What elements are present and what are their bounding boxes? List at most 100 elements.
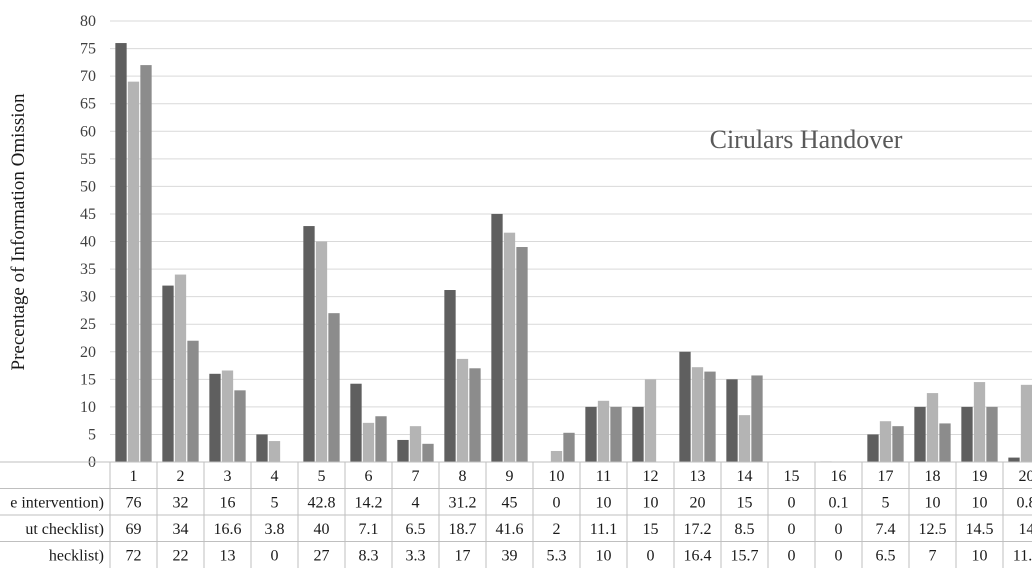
bar-2-20	[1021, 385, 1032, 462]
y-axis-label: Precentage of Information Omission	[8, 93, 29, 371]
x-tick-label: 2	[177, 468, 185, 485]
y-tick-label: 35	[80, 261, 96, 278]
data-label: 15	[643, 521, 659, 538]
data-label: 10	[972, 548, 988, 565]
data-label: 40	[314, 521, 330, 538]
data-label: 72	[126, 548, 142, 565]
x-tick-label: 9	[506, 468, 514, 485]
x-tick-label: 8	[459, 468, 467, 485]
data-label: 7.4	[876, 521, 896, 538]
bar-2-4	[269, 441, 280, 462]
data-label: 17.2	[684, 521, 712, 538]
data-label: 0.1	[829, 495, 849, 512]
bar-3-5	[328, 313, 339, 462]
bar-1-7	[397, 440, 408, 462]
gridlines	[110, 21, 1032, 462]
data-label: 31.2	[449, 495, 477, 512]
y-tick-label: 25	[80, 316, 96, 333]
bar-1-1	[115, 43, 126, 462]
bar-1-5	[303, 226, 314, 462]
series-name-3: hecklist)	[49, 548, 104, 565]
data-label: 15.7	[731, 548, 759, 565]
x-tick-label: 7	[412, 468, 420, 485]
y-tick-label: 15	[80, 371, 96, 388]
data-label: 14.2	[355, 495, 383, 512]
bar-2-9	[504, 233, 515, 462]
bar-3-10	[563, 433, 574, 462]
bar-3-14	[751, 375, 762, 462]
y-tick-label: 5	[88, 426, 96, 443]
bar-2-19	[974, 382, 985, 462]
data-label: 5	[271, 495, 279, 512]
bar-3-13	[704, 372, 715, 462]
y-tick-label: 45	[80, 206, 96, 223]
x-tick-label: 20	[1019, 468, 1032, 485]
data-label: 41.6	[496, 521, 524, 538]
bar-1-19	[961, 407, 972, 462]
x-tick-label: 4	[271, 468, 279, 485]
data-label: 0	[835, 521, 843, 538]
data-label: 15	[737, 495, 753, 512]
data-label: 8.5	[735, 521, 755, 538]
bar-1-9	[491, 214, 502, 462]
bar-2-6	[363, 423, 374, 462]
x-tick-label: 6	[365, 468, 373, 485]
bar-3-11	[610, 407, 621, 462]
data-label: 0	[788, 495, 796, 512]
x-tick-label: 3	[224, 468, 232, 485]
data-label: 10	[972, 495, 988, 512]
x-tick-label: 1	[130, 468, 138, 485]
bar-1-13	[679, 352, 690, 462]
data-label: 69	[126, 521, 142, 538]
data-label: 10	[643, 495, 659, 512]
data-label: 11.1	[590, 521, 617, 538]
x-tick-label: 5	[318, 468, 326, 485]
bar-1-2	[162, 286, 173, 462]
data-label: 12.5	[919, 521, 947, 538]
series-name-2: ut checklist)	[25, 521, 104, 538]
series-name-1: e intervention)	[10, 495, 104, 512]
data-label: 11.1	[1013, 548, 1032, 565]
bar-1-4	[256, 434, 267, 462]
bar-2-3	[222, 370, 233, 462]
y-tick-label: 55	[80, 151, 96, 168]
bar-2-13	[692, 367, 703, 462]
data-label: 14	[1019, 521, 1032, 538]
data-label: 6.5	[406, 521, 426, 538]
y-tick-label: 80	[80, 13, 96, 30]
bar-1-17	[867, 434, 878, 462]
bars	[115, 43, 1032, 462]
bar-2-1	[128, 82, 139, 462]
data-label: 5.3	[547, 548, 567, 565]
bar-2-10	[551, 451, 562, 462]
x-tick-label: 10	[549, 468, 565, 485]
data-label: 0	[788, 521, 796, 538]
bar-1-18	[914, 407, 925, 462]
x-tick-label: 16	[831, 468, 847, 485]
data-label: 8.3	[359, 548, 379, 565]
x-tick-label: 12	[643, 468, 659, 485]
bar-3-1	[140, 65, 151, 462]
bar-3-3	[234, 390, 245, 462]
bar-3-7	[422, 444, 433, 462]
data-label: 3.3	[406, 548, 426, 565]
y-tick-label: 20	[80, 344, 96, 361]
bar-3-19	[986, 407, 997, 462]
x-tick-label: 14	[737, 468, 753, 485]
y-tick-label: 30	[80, 289, 96, 306]
x-tick-label: 19	[972, 468, 988, 485]
bar-2-11	[598, 401, 609, 462]
bar-3-6	[375, 416, 386, 462]
data-label: 32	[173, 495, 189, 512]
bar-2-12	[645, 379, 656, 462]
bar-1-8	[444, 290, 455, 462]
data-label: 39	[502, 548, 518, 565]
bar-3-9	[516, 247, 527, 462]
bar-2-7	[410, 426, 421, 462]
data-label: 0	[271, 548, 279, 565]
x-tick-label: 15	[784, 468, 800, 485]
data-label: 18.7	[449, 521, 477, 538]
bar-2-5	[316, 242, 327, 463]
data-label: 34	[173, 521, 189, 538]
